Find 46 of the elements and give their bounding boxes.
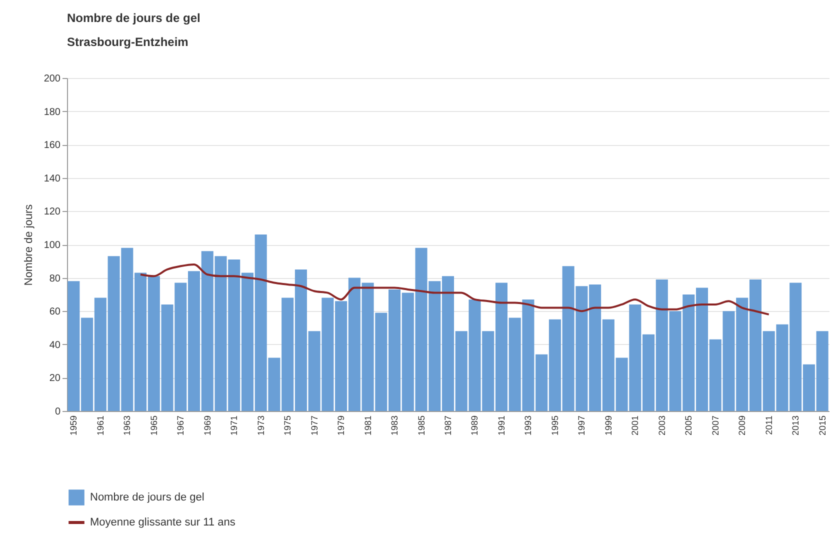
- x-tick-label: 1987: [443, 416, 453, 436]
- x-tick-label: 1983: [390, 416, 400, 436]
- y-tick-label: 140: [44, 173, 61, 184]
- y-tick-label: 160: [44, 140, 61, 152]
- x-tick-label: 1965: [148, 416, 159, 436]
- x-tick-label: 1971: [229, 416, 240, 436]
- x-tick-label: 1967: [176, 416, 186, 436]
- chart-title: Nombre de jours de gel: [67, 11, 200, 25]
- x-tick-label: 2003: [656, 416, 667, 436]
- x-tick-label: 1985: [416, 416, 426, 436]
- x-tick-label: 1973: [256, 416, 266, 436]
- y-axis-title: Nombre de jours: [22, 204, 35, 286]
- legend-label: Nombre de jours de gel: [90, 492, 204, 504]
- x-tick-label: 1993: [523, 416, 534, 436]
- x-tick-label: 2011: [764, 416, 774, 435]
- x-tick-label: 1989: [470, 416, 480, 436]
- x-tick-label: 1999: [603, 416, 614, 436]
- x-tick-label: 2015: [817, 416, 828, 436]
- y-tick-label: 40: [49, 340, 61, 351]
- x-tick-label: 1979: [336, 416, 346, 436]
- y-tick-label: 180: [44, 106, 61, 118]
- x-tick-label: 1963: [122, 416, 132, 436]
- y-tick-label: 80: [49, 273, 61, 284]
- x-tick-label: 1991: [496, 416, 506, 436]
- y-tick-label: 120: [44, 206, 61, 218]
- x-tick-label: 2001: [630, 416, 640, 436]
- legend-label: Moyenne glissante sur 11 ans: [90, 516, 236, 528]
- x-tick-label: 1975: [282, 416, 293, 436]
- x-tick-label: 1977: [309, 416, 320, 436]
- x-tick-label: 2009: [737, 416, 748, 436]
- y-tick-label: 20: [49, 373, 61, 384]
- x-tick-label: 2007: [710, 416, 720, 436]
- y-tick-label: 100: [44, 240, 61, 251]
- x-tick-label: 1981: [362, 416, 373, 436]
- line-series: [140, 263, 770, 316]
- x-tick-label: 1961: [95, 416, 106, 436]
- y-tick-label: 200: [44, 74, 61, 84]
- x-tick-label: 2013: [790, 416, 801, 436]
- x-tick-label: 1997: [576, 416, 587, 436]
- chart-subtitle: Strasbourg-Entzheim: [67, 35, 188, 49]
- x-tick-label: 1969: [202, 416, 212, 436]
- y-tick-label: 60: [49, 306, 61, 318]
- x-tick-label: 1995: [550, 416, 560, 436]
- y-tick-label: 0: [54, 406, 61, 418]
- x-tick-label: 2005: [684, 416, 694, 436]
- x-tick-label: 1959: [68, 416, 79, 436]
